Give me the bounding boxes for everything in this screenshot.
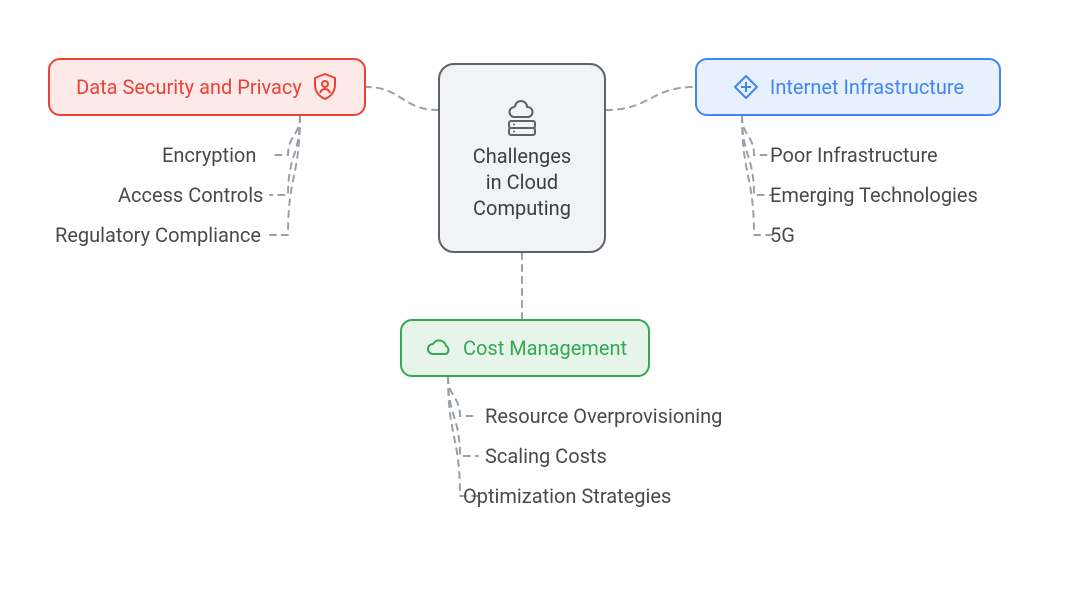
branch-security: Data Security and Privacy: [48, 58, 366, 116]
diamond-plus-icon: [732, 73, 760, 101]
branch-cost-label: Cost Management: [463, 336, 627, 360]
cost-item-1: Scaling Costs: [485, 444, 607, 468]
branch-cost: Cost Management: [400, 319, 650, 377]
branch-infrastructure-label: Internet Infrastructure: [770, 75, 964, 99]
cloud-outline-icon: [423, 337, 453, 359]
center-label-3: Computing: [473, 195, 571, 221]
center-node: Challenges in Cloud Computing: [438, 63, 606, 253]
cost-item-0: Resource Overprovisioning: [485, 404, 722, 428]
infrastructure-item-2: 5G: [770, 223, 795, 247]
branch-infrastructure: Internet Infrastructure: [695, 58, 1001, 116]
center-label-2: in Cloud: [473, 169, 571, 195]
cloud-server-icon: [499, 95, 545, 137]
security-item-0: Encryption: [162, 143, 256, 167]
security-item-2: Regulatory Compliance: [55, 223, 261, 247]
center-label-1: Challenges: [473, 143, 571, 169]
security-item-1: Access Controls: [118, 183, 263, 207]
branch-security-label: Data Security and Privacy: [76, 75, 302, 99]
infrastructure-item-0: Poor Infrastructure: [770, 143, 938, 167]
shield-user-icon: [312, 72, 338, 102]
cost-item-2: Optimization Strategies: [463, 484, 671, 508]
infrastructure-item-1: Emerging Technologies: [770, 183, 978, 207]
